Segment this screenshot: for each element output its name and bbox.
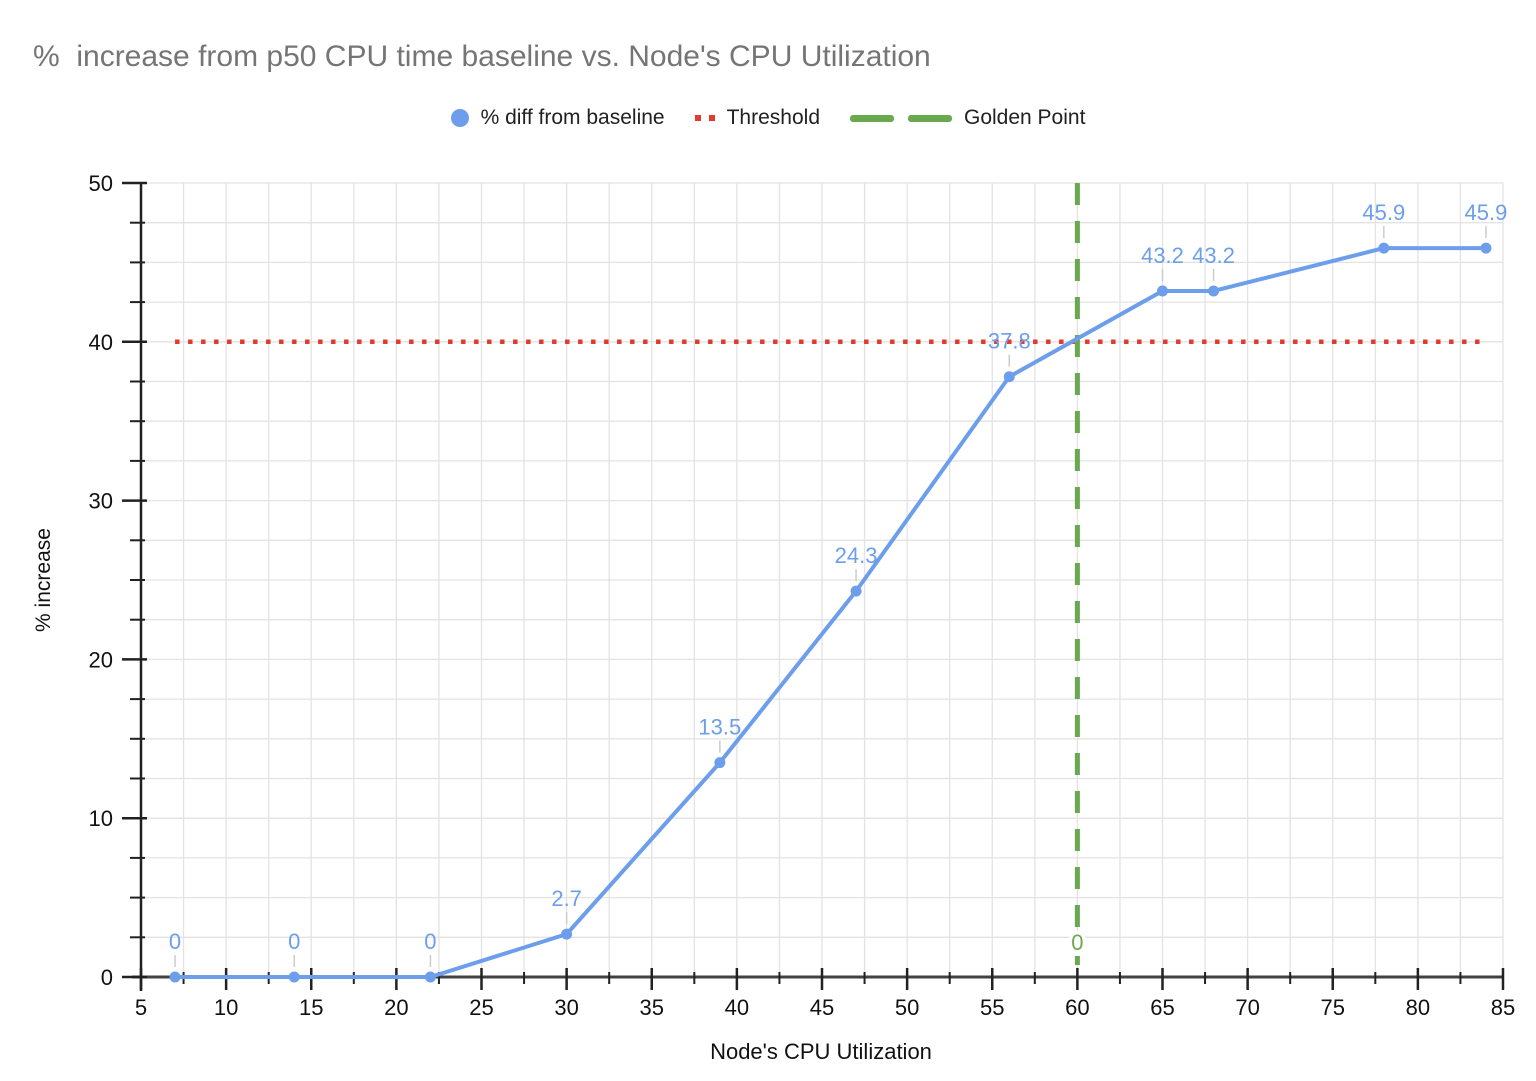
legend-item-threshold[interactable]: Threshold (694, 106, 820, 130)
x-tick-label: 35 (640, 995, 664, 1020)
data-point-label: 0 (288, 929, 300, 954)
threshold-dotted-marker-icon (694, 115, 715, 121)
data-point-label: 45.9 (1362, 200, 1405, 225)
y-tick-label: 50 (89, 171, 113, 196)
x-tick-label: 60 (1065, 995, 1089, 1020)
legend-label-threshold: Threshold (726, 106, 820, 129)
data-point[interactable] (561, 928, 573, 940)
data-point[interactable] (424, 971, 436, 983)
x-tick-label: 20 (384, 995, 408, 1020)
y-tick-label: 30 (89, 489, 113, 514)
x-tick-label: 70 (1235, 995, 1259, 1020)
x-tick-label: 50 (895, 995, 919, 1020)
data-point-label: 2.7 (551, 886, 582, 911)
x-tick-label: 40 (725, 995, 749, 1020)
data-point-label: 37.8 (988, 329, 1031, 354)
data-point[interactable] (288, 971, 300, 983)
series-line (173, 246, 1488, 979)
data-point-label: 24.3 (835, 543, 878, 568)
y-tick-label: 10 (89, 806, 113, 831)
legend-label-diff-from-baseline: % diff from baseline (480, 106, 665, 129)
data-point[interactable] (169, 971, 181, 983)
chart-title: % increase from p50 CPU time baseline vs… (33, 40, 931, 73)
y-tick-label: 0 (101, 965, 113, 990)
x-tick-label: 75 (1321, 995, 1345, 1020)
data-point-label: 0 (424, 929, 436, 954)
data-point-label: 0 (169, 929, 181, 954)
x-tick-label: 25 (469, 995, 493, 1020)
data-point[interactable] (850, 585, 862, 597)
golden-point-dashed-marker-icon (850, 114, 952, 122)
x-tick-label: 15 (299, 995, 323, 1020)
y-axis-title: % increase (32, 528, 55, 632)
data-point[interactable] (1208, 285, 1220, 297)
x-tick-label: 80 (1406, 995, 1430, 1020)
x-tick-label: 10 (214, 995, 238, 1020)
data-point[interactable] (1003, 371, 1015, 383)
x-axis-title: Node's CPU Utilization (710, 1039, 932, 1064)
golden-point-label-backdrop (1069, 931, 1086, 956)
x-tick-label: 65 (1150, 995, 1174, 1020)
legend: % diff from baseline Threshold Golden Po… (0, 106, 1536, 130)
data-point-label: 43.2 (1192, 243, 1235, 268)
data-point-label: 13.5 (698, 715, 741, 740)
x-tick-label: 30 (554, 995, 578, 1020)
x-tick-label: 45 (810, 995, 834, 1020)
legend-item-golden-point[interactable]: Golden Point (850, 106, 1085, 130)
golden-point-label: 0 (1071, 930, 1083, 955)
data-point-label: 45.9 (1465, 200, 1508, 225)
x-tick-label: 85 (1491, 995, 1515, 1020)
data-point[interactable] (1378, 242, 1390, 254)
data-point[interactable] (1480, 242, 1492, 254)
legend-label-golden-point: Golden Point (964, 106, 1086, 129)
data-point[interactable] (1157, 285, 1168, 297)
x-tick-label: 5 (135, 995, 147, 1020)
data-point-label: 43.2 (1141, 243, 1184, 268)
x-tick-label: 55 (980, 995, 1004, 1020)
data-point[interactable] (714, 757, 726, 769)
series-point-marker-icon (450, 109, 469, 127)
y-tick-label: 20 (89, 647, 113, 672)
y-tick-label: 40 (89, 330, 113, 355)
legend-item-diff-from-baseline[interactable]: % diff from baseline (450, 106, 665, 130)
